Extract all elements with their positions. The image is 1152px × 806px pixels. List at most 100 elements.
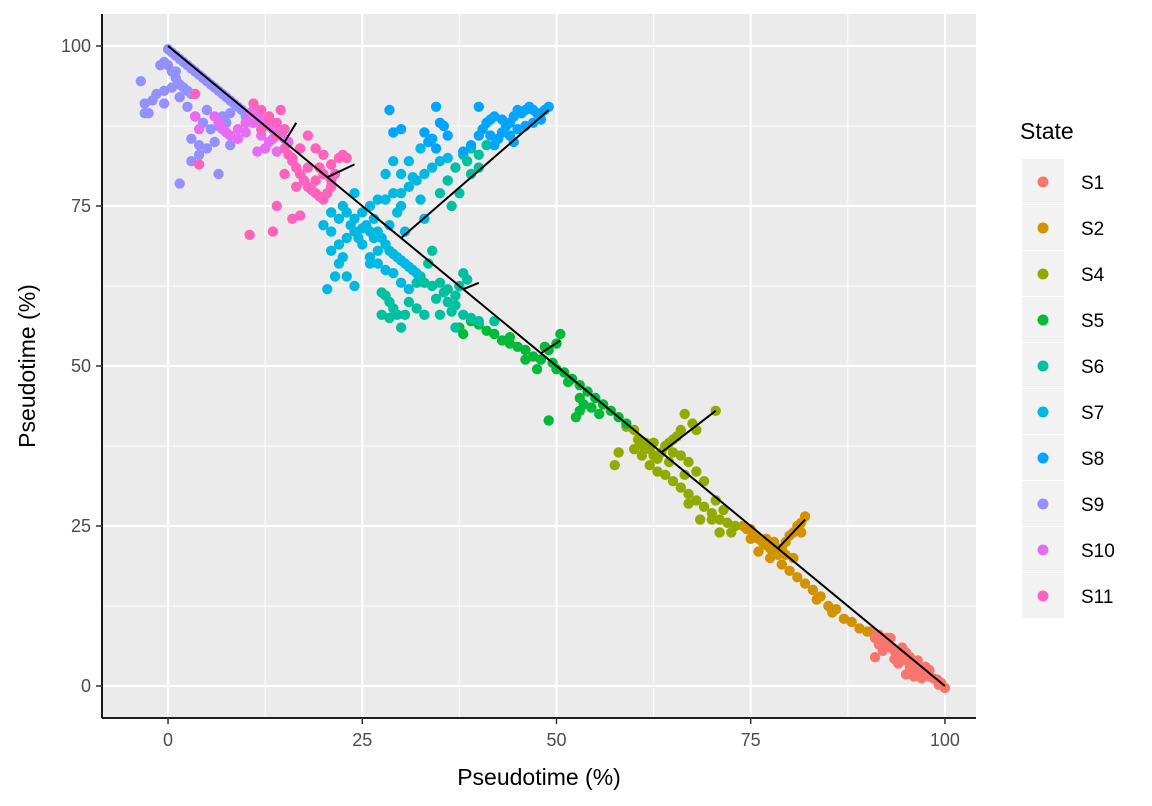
data-point-s10 — [271, 146, 282, 157]
data-point-s6 — [426, 245, 438, 256]
data-point-s8 — [496, 127, 508, 138]
data-point-s9 — [135, 76, 147, 87]
data-point-s4 — [679, 469, 690, 480]
data-point-s11 — [314, 162, 325, 173]
data-point-s6 — [473, 162, 484, 173]
data-point-s10 — [248, 117, 259, 128]
legend-label-s10: S10 — [1081, 541, 1115, 562]
data-point-s4 — [683, 456, 694, 468]
data-point-s10 — [232, 133, 244, 144]
trajectory-branch-line — [462, 281, 480, 291]
x-axis-title: Pseudotime (%) — [457, 764, 621, 790]
legend-swatch-s10 — [1037, 544, 1049, 556]
data-point-s8 — [543, 101, 554, 113]
trajectory-branch-line — [326, 163, 355, 179]
data-point-s10 — [252, 146, 263, 157]
legend-swatch-s9 — [1037, 498, 1049, 510]
data-point-s8 — [535, 114, 547, 125]
data-point-s9 — [170, 66, 182, 77]
data-point-s6 — [442, 296, 453, 308]
data-point-s7 — [337, 252, 349, 263]
y-axis-title: Pseudotime (%) — [14, 284, 40, 448]
trajectory-branch-line — [283, 122, 298, 143]
data-point-s4 — [675, 450, 686, 461]
data-point-s2 — [753, 546, 764, 557]
data-point-s6 — [419, 309, 430, 320]
legend-swatch-s2 — [1037, 222, 1049, 234]
legend-label-s6: S6 — [1081, 357, 1104, 378]
data-point-s6 — [450, 290, 461, 301]
data-point-s6 — [423, 258, 434, 269]
legend-label-s7: S7 — [1081, 403, 1104, 424]
data-point-s8 — [485, 130, 496, 141]
trajectory-branch-line — [540, 339, 561, 355]
data-point-s5 — [481, 325, 492, 336]
data-point-s4 — [706, 514, 718, 525]
data-point-s6 — [392, 309, 403, 320]
data-point-s4 — [667, 476, 679, 487]
data-point-s2 — [788, 552, 799, 564]
data-point-s8 — [465, 140, 477, 151]
data-point-s4 — [714, 527, 725, 538]
data-point-s8 — [512, 124, 523, 135]
data-point-s6 — [465, 312, 477, 324]
data-point-s7 — [322, 284, 333, 295]
data-point-s7 — [384, 220, 395, 231]
trajectory-branch-line — [660, 410, 717, 454]
data-point-s4 — [722, 517, 733, 528]
data-point-s5 — [574, 405, 585, 416]
data-point-s9 — [205, 124, 216, 135]
data-point-s7 — [318, 220, 329, 231]
data-point-s2 — [764, 552, 776, 564]
data-point-s7 — [411, 268, 422, 279]
data-point-s11 — [318, 149, 329, 160]
data-point-s11 — [248, 98, 259, 109]
data-point-s11 — [341, 152, 352, 164]
data-point-s9 — [224, 108, 236, 119]
data-point-s6 — [450, 162, 461, 173]
data-point-s11 — [267, 226, 279, 237]
data-point-s10 — [259, 143, 271, 154]
data-point-s7 — [341, 207, 352, 218]
data-point-s7 — [426, 162, 438, 173]
data-point-s4 — [667, 447, 679, 458]
data-point-s4 — [718, 504, 729, 516]
data-point-s9 — [193, 149, 205, 160]
data-point-s4 — [609, 460, 620, 471]
data-point-s4 — [679, 408, 690, 420]
y-tick-label: 100 — [61, 36, 91, 56]
trajectory-main-line — [167, 45, 946, 687]
data-point-s7 — [372, 245, 383, 256]
data-point-s7 — [349, 213, 360, 224]
data-point-s2 — [811, 594, 822, 605]
data-point-s1 — [924, 664, 935, 676]
data-point-s7 — [341, 271, 352, 282]
data-point-s9 — [166, 82, 178, 93]
data-point-s8 — [426, 133, 438, 144]
data-point-s6 — [473, 149, 484, 160]
data-point-s6 — [395, 322, 407, 333]
data-point-s6 — [461, 274, 473, 285]
data-point-s9 — [158, 85, 170, 97]
data-point-s6 — [450, 300, 461, 311]
x-tick-label: 25 — [352, 730, 372, 750]
data-point-s10 — [240, 117, 251, 128]
data-point-s8 — [419, 127, 430, 138]
data-point-s5 — [520, 344, 531, 356]
data-point-s11 — [287, 152, 298, 164]
data-point-s9 — [174, 92, 185, 103]
data-point-s5 — [594, 408, 605, 420]
data-point-s7 — [380, 194, 391, 205]
data-point-s5 — [543, 415, 554, 426]
data-point-s7 — [419, 168, 430, 180]
data-point-s6 — [403, 296, 415, 308]
data-point-s6 — [461, 156, 473, 167]
data-point-s5 — [551, 364, 562, 375]
data-point-s7 — [415, 143, 426, 154]
data-point-s11 — [325, 159, 337, 170]
data-point-s5 — [504, 332, 516, 343]
data-point-s11 — [294, 210, 306, 221]
trajectory-branch-line — [400, 109, 550, 239]
data-point-s7 — [388, 156, 399, 167]
data-point-s6 — [446, 200, 457, 212]
